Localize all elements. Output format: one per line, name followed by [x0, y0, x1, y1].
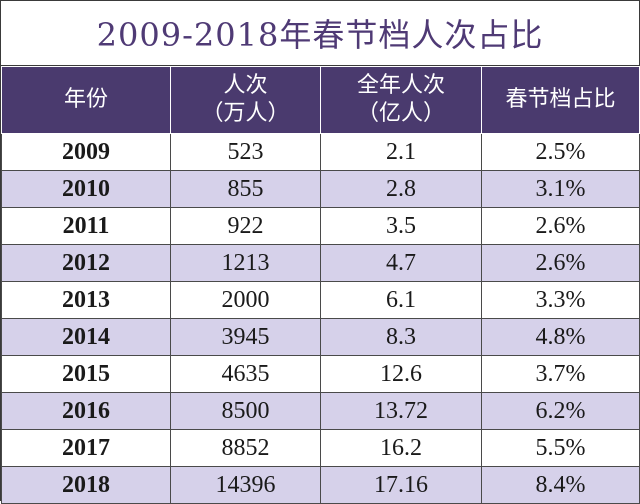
table-row: 2017 8852 16.2 5.5% [1, 429, 640, 467]
cell-annual-admissions: 16.2 [320, 429, 482, 467]
table-row: 2012 1213 4.7 2.6% [1, 244, 640, 282]
cell-share: 3.7% [481, 355, 640, 393]
cell-annual-admissions: 6.1 [320, 281, 482, 319]
cell-year: 2014 [1, 318, 171, 356]
header-admissions: 人次 （万人） [170, 66, 321, 134]
table-row: 2018 14396 17.16 8.4% [1, 466, 640, 504]
header-year: 年份 [1, 66, 171, 134]
cell-share: 3.1% [481, 170, 640, 208]
cell-share: 2.5% [481, 133, 640, 171]
cell-share: 4.8% [481, 318, 640, 356]
cell-admissions: 4635 [170, 355, 321, 393]
cell-year: 2011 [1, 207, 171, 245]
cell-share: 6.2% [481, 392, 640, 430]
table-row: 2011 922 3.5 2.6% [1, 207, 640, 245]
cell-year: 2013 [1, 281, 171, 319]
data-table: 年份 人次 （万人） 全年人次 （亿人） 春节档占比 2009 523 2.1 2.5… [1, 66, 640, 504]
cell-year: 2009 [1, 133, 171, 171]
table-row: 2015 4635 12.6 3.7% [1, 355, 640, 393]
table-row: 2013 2000 6.1 3.3% [1, 281, 640, 319]
table-row: 2014 3945 8.3 4.8% [1, 318, 640, 356]
table-row: 2016 8500 13.72 6.2% [1, 392, 640, 430]
cell-annual-admissions: 17.16 [320, 466, 482, 504]
cell-annual-admissions: 2.8 [320, 170, 482, 208]
cell-admissions: 523 [170, 133, 321, 171]
cell-share: 2.6% [481, 207, 640, 245]
cell-admissions: 8500 [170, 392, 321, 430]
table-row: 2010 855 2.8 3.1% [1, 170, 640, 208]
cell-year: 2015 [1, 355, 171, 393]
cell-admissions: 922 [170, 207, 321, 245]
cell-share: 5.5% [481, 429, 640, 467]
cell-admissions: 8852 [170, 429, 321, 467]
cell-admissions: 855 [170, 170, 321, 208]
table-row: 2009 523 2.1 2.5% [1, 133, 640, 171]
chart-title: 2009-2018年春节档人次占比 [1, 1, 639, 66]
cell-year: 2017 [1, 429, 171, 467]
cell-year: 2018 [1, 466, 171, 504]
cell-admissions: 2000 [170, 281, 321, 319]
cell-annual-admissions: 12.6 [320, 355, 482, 393]
cell-admissions: 14396 [170, 466, 321, 504]
cell-annual-admissions: 3.5 [320, 207, 482, 245]
cell-share: 8.4% [481, 466, 640, 504]
cell-year: 2012 [1, 244, 171, 282]
header-row: 年份 人次 （万人） 全年人次 （亿人） 春节档占比 [1, 66, 640, 134]
cell-admissions: 3945 [170, 318, 321, 356]
cell-annual-admissions: 13.72 [320, 392, 482, 430]
cell-annual-admissions: 2.1 [320, 133, 482, 171]
cell-admissions: 1213 [170, 244, 321, 282]
cell-share: 2.6% [481, 244, 640, 282]
header-annual-admissions: 全年人次 （亿人） [320, 66, 482, 134]
cell-year: 2016 [1, 392, 171, 430]
cell-annual-admissions: 4.7 [320, 244, 482, 282]
header-spring-festival-share: 春节档占比 [481, 66, 640, 134]
cell-year: 2010 [1, 170, 171, 208]
cell-annual-admissions: 8.3 [320, 318, 482, 356]
cell-share: 3.3% [481, 281, 640, 319]
